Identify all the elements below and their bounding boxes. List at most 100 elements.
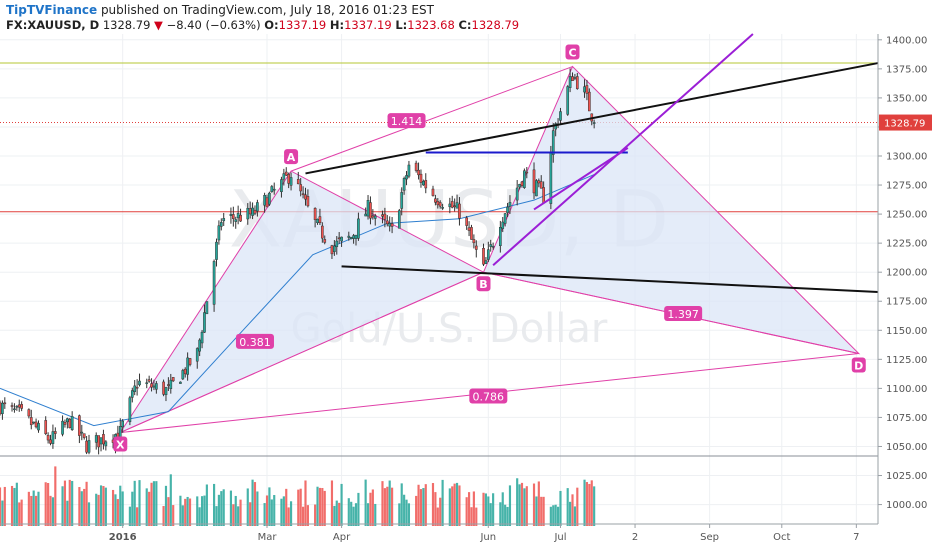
- candle-body: [520, 181, 524, 186]
- candle-body: [306, 196, 310, 207]
- candle-body: [44, 420, 48, 434]
- volume-bars: [0, 455, 878, 526]
- volume-bar: [150, 482, 153, 526]
- volume-bar: [506, 506, 509, 526]
- candle-body: [299, 184, 303, 192]
- volume-bar: [542, 496, 545, 526]
- time-tick-label: 2016: [109, 532, 137, 543]
- ratio-badge: [664, 306, 703, 322]
- candle-body: [383, 213, 387, 220]
- volume-bar: [68, 479, 71, 526]
- volume-bar: [268, 487, 271, 526]
- trend-lines[interactable]: [305, 33, 879, 293]
- candle-body: [289, 177, 293, 186]
- volume-bar: [535, 496, 538, 526]
- volume-bar: [335, 500, 338, 526]
- trend-line[interactable]: [492, 33, 754, 266]
- price-tick-label: 1100.00: [886, 384, 927, 395]
- last-price-badge[interactable]: [879, 114, 932, 131]
- published-text: published on TradingView.com, July 18, 2…: [100, 3, 434, 17]
- candle-body: [87, 440, 91, 453]
- volume-bar: [181, 505, 184, 526]
- time-tick-label: Apr: [333, 532, 351, 543]
- candle-body: [537, 180, 541, 184]
- volume-bar: [501, 492, 504, 526]
- pattern-labels: X A B C D 0.381 1.414 1.397 0.786: [113, 44, 866, 452]
- candle-body: [253, 209, 257, 214]
- price-tick-label: 1275.00: [886, 181, 927, 192]
- symbol-label: FX:XAUUSD, D: [6, 18, 100, 32]
- ratio-badge: [235, 333, 274, 349]
- candle-body: [417, 169, 420, 176]
- trend-line[interactable]: [305, 62, 879, 175]
- price-tick-label: 1350.00: [886, 93, 927, 104]
- volume-bar: [552, 505, 555, 526]
- price-axis[interactable]: 1000.00 1025.00 1050.00 1075.00 1100.00 1125.…: [877, 34, 932, 524]
- candle-body: [82, 433, 86, 438]
- candle-body: [280, 179, 283, 193]
- publish-line: TipTVFinance published on TradingView.co…: [6, 3, 434, 17]
- candle-body: [301, 193, 305, 195]
- candle-body: [169, 379, 173, 390]
- volume-bar: [487, 496, 490, 526]
- candle-body: [549, 151, 553, 204]
- volume-bar: [217, 494, 220, 526]
- candle-body: [80, 431, 84, 434]
- volume-bar: [422, 488, 425, 526]
- candle-body: [304, 194, 307, 200]
- candle-body: [352, 235, 355, 239]
- volume-bar: [78, 487, 81, 526]
- volume-bar: [198, 507, 201, 526]
- candle-body: [150, 383, 153, 388]
- volume-bar: [249, 502, 252, 526]
- volume-bar: [323, 490, 326, 526]
- volume-bar: [285, 488, 288, 526]
- price-tick-label: 1375.00: [886, 64, 927, 75]
- volume-bar: [525, 486, 528, 526]
- close-value: 1328.79: [471, 18, 520, 32]
- candle-body: [523, 170, 526, 188]
- candle-body: [585, 85, 589, 94]
- ratio-label: 0.786: [473, 391, 505, 404]
- pattern-point-c-label: C: [568, 47, 576, 60]
- volume-bar: [87, 502, 91, 526]
- volume-bar: [116, 499, 119, 526]
- candlesticks: [0, 68, 596, 455]
- candle-body: [571, 76, 574, 81]
- candle-body: [455, 202, 459, 209]
- candle-body: [340, 236, 343, 242]
- candle-body: [568, 76, 572, 88]
- candle-body: [164, 387, 168, 396]
- volume-bar: [357, 492, 360, 526]
- candle-body: [203, 312, 206, 333]
- volume-bar: [364, 479, 367, 526]
- volume-bar: [203, 495, 206, 526]
- publisher-link[interactable]: TipTVFinance: [6, 3, 98, 17]
- time-tick-label: Mar: [258, 532, 278, 543]
- candle-body: [323, 239, 327, 243]
- trend-line[interactable]: [341, 265, 879, 293]
- candle-body: [37, 423, 40, 431]
- trend-line[interactable]: [533, 147, 629, 211]
- volume-bar: [256, 491, 259, 526]
- candle-body: [152, 385, 156, 388]
- time-axis[interactable]: 2016 Mar Apr Jun Jul 2 Sep Oct 7: [0, 523, 878, 543]
- volume-bar: [179, 495, 182, 526]
- volume-bar: [431, 483, 435, 526]
- volume-bar: [167, 497, 170, 526]
- volume-bar: [492, 493, 495, 526]
- ratio-label: 1.414: [391, 115, 423, 128]
- candle-body: [371, 215, 375, 218]
- volume-bar: [475, 507, 478, 526]
- volume-bar: [270, 499, 273, 526]
- ohlc-legend: FX:XAUUSD, D 1328.79 ▼ −8.40 (−0.63%) O:…: [6, 18, 519, 32]
- candle-body: [318, 216, 322, 224]
- volume-bar: [215, 506, 218, 526]
- candle-body: [573, 77, 577, 79]
- candle-body: [467, 227, 471, 231]
- volume-bar: [232, 504, 235, 526]
- candle-body: [29, 417, 33, 426]
- volume-bar: [318, 487, 322, 526]
- price-tick-label: 1300.00: [886, 152, 927, 163]
